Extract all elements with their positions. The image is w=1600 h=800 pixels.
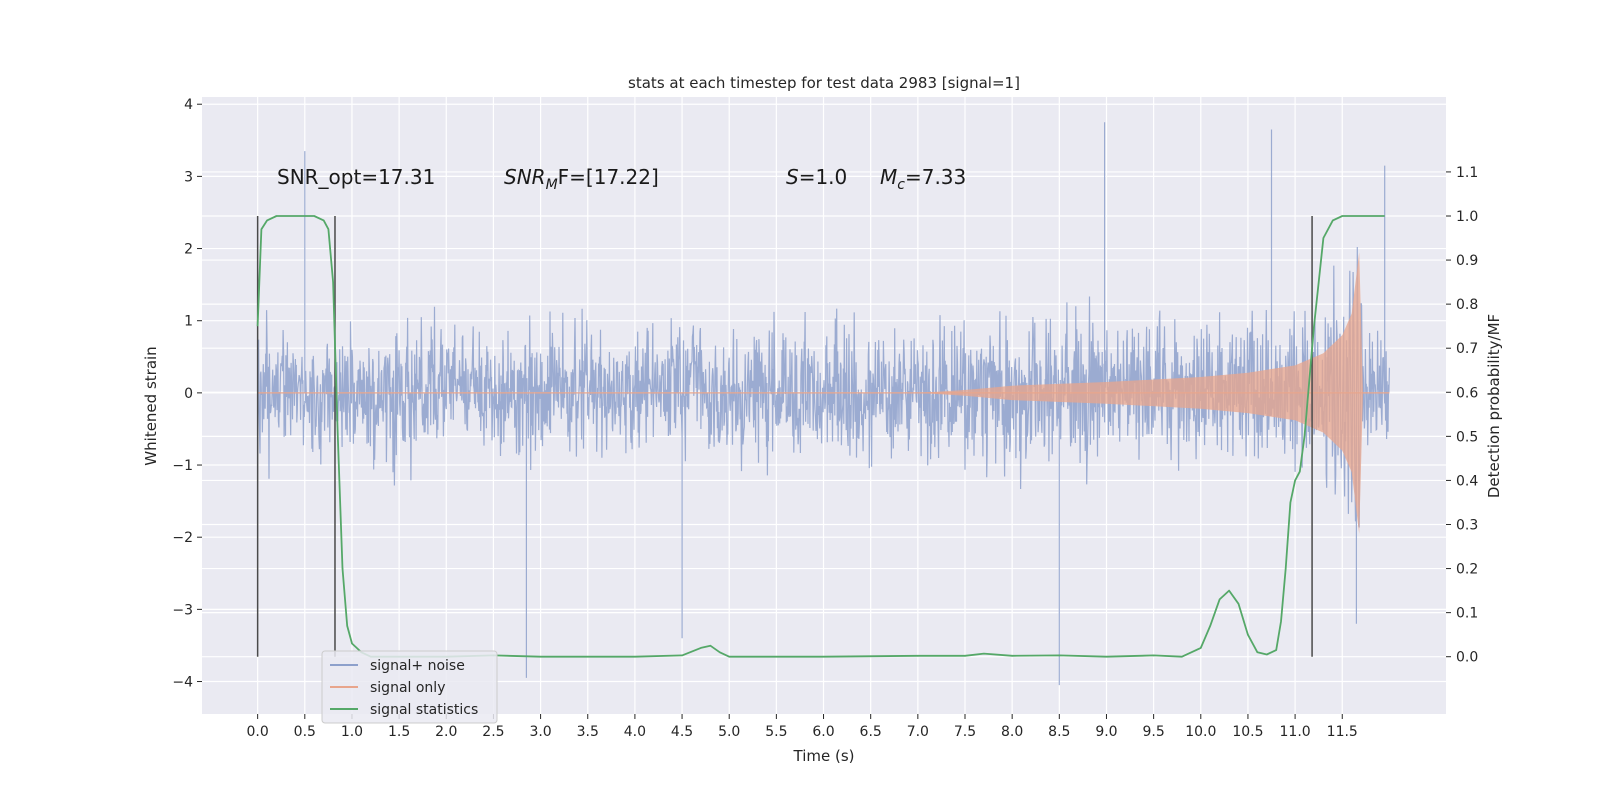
- y2-tick-label: 0.8: [1456, 297, 1478, 313]
- x-tick-label: 9.5: [1142, 724, 1164, 740]
- y-tick-label: −2: [172, 530, 193, 546]
- x-tick-label: 11.0: [1280, 724, 1311, 740]
- series-signal-statistics: [256, 215, 1385, 658]
- x-tick-label: 8.0: [1001, 724, 1023, 740]
- legend-entry-label: signal only: [370, 680, 445, 696]
- y2-tick-label: 0.2: [1456, 562, 1478, 578]
- y2-axis-ticks: 0.0 0.1 0.2 0.3 0.4 0.5 0.6 0.7 0.8 0.9 1.0 1.1: [1446, 165, 1478, 666]
- legend-entry-label: signal+ noise: [370, 658, 465, 674]
- annotation-s-label: S: [786, 165, 799, 189]
- y-tick-label: 4: [184, 97, 193, 113]
- x-tick-label: 1.0: [341, 724, 363, 740]
- annotation-mc-sub: c: [897, 177, 905, 193]
- annotation-mc-label: M: [880, 165, 897, 189]
- annotation-snr-mf-base: SNR: [504, 165, 546, 189]
- x-tick-label: 10.0: [1185, 724, 1216, 740]
- x-axis-label: Time (s): [793, 747, 855, 765]
- series-signal-only: [257, 252, 1390, 534]
- y-tick-label: 3: [184, 169, 193, 185]
- x-tick-label: 6.5: [860, 724, 882, 740]
- y2-axis-label: Detection probability/MF: [1485, 314, 1503, 498]
- y2-tick-label: 0.0: [1456, 650, 1478, 666]
- x-tick-label: 8.5: [1048, 724, 1070, 740]
- annotations: SNR_opt=17.31 SNRMF=[17.22] S=1.0 Mc=7.3…: [277, 165, 966, 193]
- chart-title: stats at each timestep for test data 298…: [628, 74, 1020, 92]
- vertical-markers: [256, 215, 1313, 657]
- y2-tick-label: 0.3: [1456, 517, 1478, 533]
- y2-tick-label: 1.0: [1456, 209, 1478, 225]
- legend-box: [321, 650, 498, 724]
- y-axis-ticks: −4 −3 −2 −1 0 1 2 3 4: [172, 97, 202, 691]
- annotation-snr-opt: SNR_opt=17.31: [277, 165, 435, 189]
- y-tick-label: 1: [184, 314, 193, 330]
- x-tick-label: 5.5: [765, 724, 787, 740]
- y2-tick-label: 0.7: [1456, 341, 1478, 357]
- x-tick-label: 0.0: [247, 724, 269, 740]
- x-tick-label: 10.5: [1232, 724, 1263, 740]
- x-tick-label: 2.5: [482, 724, 504, 740]
- x-tick-label: 4.5: [671, 724, 693, 740]
- annotation-snr-mf-tail: F=[17.22]: [558, 165, 659, 189]
- annotation-s-value: =1.0: [799, 165, 848, 189]
- x-tick-label: 7.0: [907, 724, 929, 740]
- annotation-snr-mf: SNRMF=[17.22]: [504, 165, 659, 193]
- x-tick-label: 7.5: [954, 724, 976, 740]
- y2-tick-label: 0.6: [1456, 385, 1478, 401]
- x-axis-ticks: 0.0 0.5 1.0 1.5 2.0 2.5 3.0 3.5 4.0 4.5 5.0 5.5 6.0 6…: [247, 714, 1358, 740]
- y-tick-label: −3: [172, 602, 193, 618]
- x-tick-label: 0.5: [294, 724, 316, 740]
- y2-tick-label: 0.5: [1456, 429, 1478, 445]
- x-tick-label: 2.0: [435, 724, 457, 740]
- legend: signal+ noise signal only signal statistic…: [321, 650, 498, 724]
- x-tick-label: 5.0: [718, 724, 740, 740]
- x-tick-label: 3.5: [577, 724, 599, 740]
- signal-statistics-line: [256, 215, 1385, 658]
- x-tick-label: 9.0: [1095, 724, 1117, 740]
- legend-entry-label: signal statistics: [370, 702, 478, 718]
- x-tick-label: 1.5: [388, 724, 410, 740]
- y-tick-label: −1: [172, 458, 193, 474]
- x-tick-label: 3.0: [529, 724, 551, 740]
- x-tick-label: 4.0: [624, 724, 646, 740]
- y-tick-label: 0: [184, 386, 193, 402]
- y2-tick-label: 0.1: [1456, 606, 1478, 622]
- x-tick-label: 6.0: [812, 724, 834, 740]
- x-tick-label: 11.5: [1327, 724, 1358, 740]
- y-axis-label: Whitened strain: [142, 346, 160, 465]
- annotation-mc-value: =7.33: [905, 165, 966, 189]
- annotation-snr-mf-sub: M: [546, 177, 558, 193]
- y2-tick-label: 0.9: [1456, 253, 1478, 269]
- annotation-mc: Mc=7.33: [880, 165, 966, 193]
- plot-area: [256, 122, 1390, 686]
- y2-tick-label: 1.1: [1456, 165, 1478, 181]
- y-tick-label: −4: [172, 675, 193, 691]
- y-tick-label: 2: [184, 242, 193, 258]
- y2-tick-label: 0.4: [1456, 473, 1478, 489]
- annotation-s: S=1.0: [786, 165, 847, 189]
